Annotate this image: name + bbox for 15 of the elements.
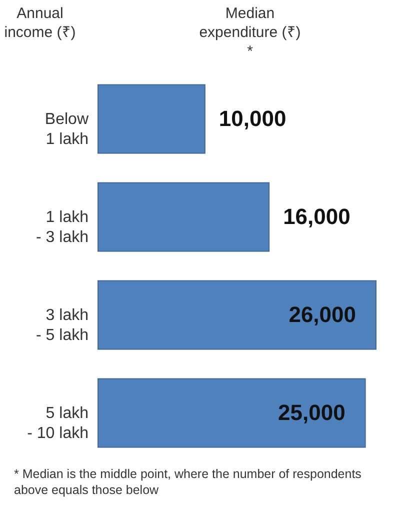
y-tick-label: 1 lakh - 3 lakh bbox=[36, 209, 88, 246]
data-label: 26,000 bbox=[288, 302, 356, 327]
bar bbox=[98, 84, 206, 154]
x-axis-title: Median expenditure (₹) * bbox=[198, 4, 302, 61]
y-axis-title: Annual income (₹) bbox=[3, 4, 77, 42]
bar bbox=[98, 378, 366, 448]
bar bbox=[98, 182, 270, 252]
data-label: 16,000 bbox=[283, 204, 350, 229]
data-label: 10,000 bbox=[218, 106, 286, 131]
y-tick-label: 3 lakh - 5 lakh bbox=[36, 307, 88, 344]
y-tick-label: 5 lakh - 10 lakh bbox=[27, 405, 88, 442]
data-label: 25,000 bbox=[278, 400, 346, 425]
y-tick-label: Below 1 lakh bbox=[44, 111, 89, 148]
bar bbox=[98, 280, 376, 350]
annotation: * Median is the middle point, where the number of respondents above equals those below bbox=[14, 466, 362, 498]
